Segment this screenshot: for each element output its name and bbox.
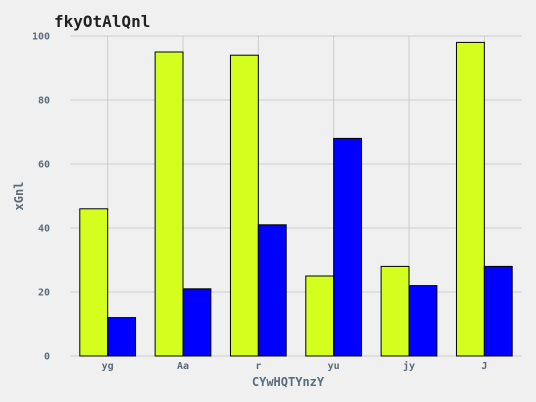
y-tick-label: 0 [44,352,50,363]
x-tick-label: J [481,361,487,372]
x-tick-label: Aa [177,361,189,372]
x-axis-label: CYwHQTYnzY [252,375,325,389]
x-tick-label: yu [328,361,340,372]
bars [79,41,513,357]
bar-series-1-Aa [154,51,184,357]
bar-series-2-r [257,224,287,357]
y-tick-label: 100 [32,32,50,43]
y-axis-ticks: 0 20 40 60 80 100 [32,32,50,363]
x-tick-label: r [255,361,261,372]
bar-series-2-Aa [182,288,212,357]
bar-series-1-jy [380,265,410,357]
x-tick-label: jy [403,360,415,372]
bar-series-1-yg [79,208,109,357]
bar-series-2-yg [107,317,137,357]
grid [70,35,522,357]
y-tick-label: 60 [38,160,50,171]
bar-series-2-jy [408,285,438,357]
bar-series-1-r [229,54,259,357]
bar-series-1-J [455,41,485,357]
x-tick-label: yg [102,361,114,372]
x-axis-ticks: yg Aa r yu jy J [102,360,488,372]
bar-series-1-yu [305,275,335,357]
y-tick-label: 40 [38,224,50,235]
y-tick-label: 20 [38,288,50,299]
chart-title: fkyOtAlQnl [54,12,150,31]
bar-series-2-yu [333,137,363,357]
y-tick-label: 80 [38,96,50,107]
y-axis-label: xGnl [12,182,26,211]
bar-series-2-J [483,265,513,357]
